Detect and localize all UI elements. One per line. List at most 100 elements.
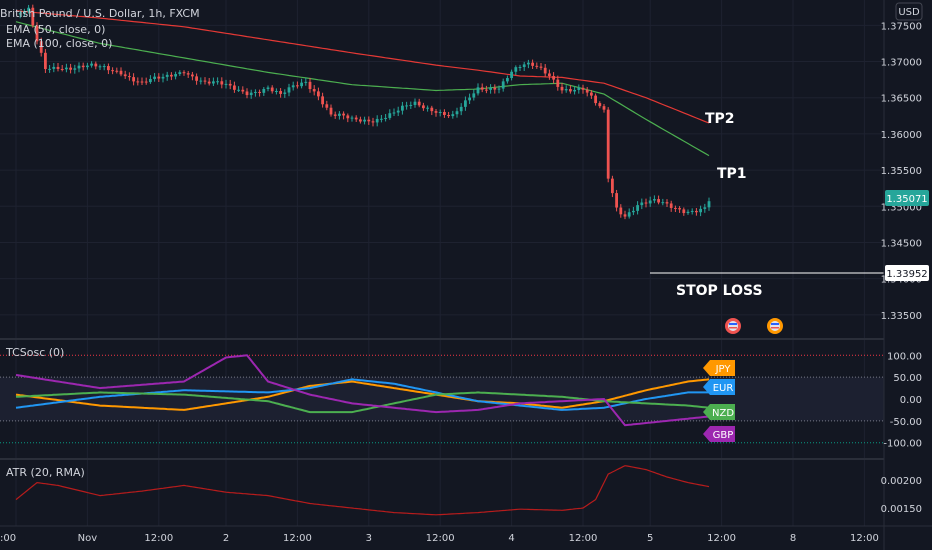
candle-body	[102, 66, 106, 68]
price-tick-label: 1.35000	[881, 202, 922, 213]
candle-body	[678, 208, 681, 210]
candle-body	[560, 86, 564, 91]
candle-body	[300, 82, 303, 87]
candle-body	[501, 81, 505, 89]
candle-body	[39, 41, 43, 53]
candle-body	[23, 11, 26, 14]
oscillator-tick-label: 0.00	[900, 395, 922, 406]
candle-body	[573, 89, 576, 92]
candle-body	[48, 68, 51, 70]
candle-body	[144, 81, 148, 83]
candle-body	[165, 74, 169, 77]
price-tick-label: 1.37500	[881, 21, 922, 32]
time-tick-label: 12:00	[569, 533, 598, 544]
candle-body	[539, 66, 543, 68]
ema50-legend: EMA (50, close, 0)	[6, 23, 105, 36]
candle-body	[451, 114, 455, 117]
candle-body	[640, 202, 644, 206]
candle-body	[136, 81, 140, 83]
candle-body	[367, 119, 371, 122]
candle-body	[333, 114, 337, 116]
us-event-icon[interactable]	[725, 318, 741, 334]
oscillator-series-eur	[15, 378, 709, 411]
candle-body	[363, 119, 366, 122]
candle-body	[426, 107, 429, 109]
currency-tags: JPY EUR NZD GBP	[703, 360, 735, 442]
candle-body	[590, 92, 593, 96]
atr-title: ATR (20, RMA)	[6, 466, 85, 479]
candle-body	[115, 70, 119, 72]
candle-body	[384, 117, 387, 119]
candle-body	[254, 91, 257, 93]
candle-body	[44, 52, 47, 70]
candle-body	[690, 210, 694, 212]
oscillator-series-gbp	[15, 354, 710, 427]
oscillator-tick-label: -50.00	[890, 417, 922, 428]
candle-body	[291, 85, 295, 88]
candle-body	[249, 92, 253, 96]
candle-body	[140, 81, 144, 83]
candle-body	[401, 105, 404, 111]
current-price-text: 1.35071	[886, 194, 927, 205]
oscillator-series-jpy	[15, 378, 710, 411]
candle-body	[111, 70, 114, 72]
candle-body	[405, 105, 408, 107]
candle-body	[707, 201, 711, 208]
candle-body	[354, 117, 358, 120]
candle-body	[329, 107, 333, 115]
candle-body	[669, 203, 673, 208]
atr-series-line	[15, 465, 710, 516]
candle-body	[518, 67, 522, 69]
candle-body	[270, 87, 274, 92]
candle-body	[195, 76, 198, 81]
candle-body	[493, 87, 497, 90]
candle-body	[686, 211, 690, 214]
candle-body	[476, 87, 480, 94]
currency-tag-gbp	[703, 426, 735, 442]
price-tick-label: 1.36500	[881, 94, 922, 105]
time-tick-label: 8	[790, 533, 796, 544]
time-axis[interactable]: :00 Nov 12:00 2 12:00 3 12:00 4 12:00 5 12:00 8 12:0…	[0, 533, 879, 544]
candle-body	[65, 67, 68, 70]
candle-body	[245, 91, 249, 96]
candle-body	[258, 91, 261, 93]
oscillator-band	[0, 377, 884, 421]
oscillator-tick-label: 50.00	[893, 373, 922, 384]
candle-body	[548, 73, 551, 77]
ema50-layer	[15, 21, 710, 157]
candle-body	[296, 85, 299, 87]
candle-body	[262, 89, 266, 93]
candle-body	[632, 210, 635, 213]
candle-body	[241, 89, 245, 92]
candle-body	[443, 112, 446, 115]
candle-body	[585, 89, 589, 93]
currency-tag-nzd	[703, 404, 735, 420]
us-event-icon[interactable]	[767, 318, 783, 334]
oscillator-tick-label: -100.00	[883, 439, 922, 450]
candle-body	[417, 101, 421, 106]
candle-body	[60, 68, 64, 70]
candle-body	[392, 112, 396, 114]
ema50-line	[15, 21, 710, 157]
candle-body	[149, 78, 152, 83]
candle-body	[564, 89, 568, 91]
candle-body	[468, 97, 471, 101]
candles[interactable]	[18, 4, 711, 220]
candle-body	[636, 205, 639, 211]
candle-body	[317, 91, 320, 97]
time-tick-label: :00	[0, 533, 16, 544]
candle-body	[472, 93, 476, 98]
candle-body	[170, 74, 173, 77]
candle-body	[577, 87, 581, 90]
candle-body	[703, 207, 707, 209]
ema100-legend: EMA (100, close, 0)	[6, 37, 112, 50]
candle-body	[191, 74, 194, 77]
candle-body	[623, 214, 627, 217]
candle-body	[308, 81, 312, 90]
candle-body	[279, 91, 282, 94]
currency-tag-label: EUR	[713, 383, 734, 394]
currency-button[interactable]: USD	[895, 2, 923, 21]
candle-body	[350, 117, 354, 119]
candle-body	[388, 113, 392, 118]
